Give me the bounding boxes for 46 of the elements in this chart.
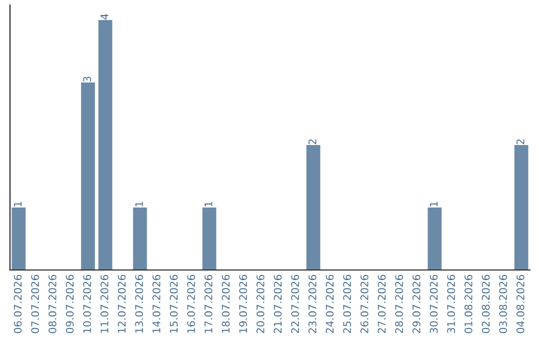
x-tick-label: 13.07.2026 [135, 274, 144, 333]
x-tick-label: 10.07.2026 [83, 274, 92, 333]
x-tick-label: 19.07.2026 [239, 274, 248, 333]
data-label: 1 [204, 202, 212, 206]
bar [133, 208, 147, 270]
x-tick-label: 24.07.2026 [326, 274, 334, 334]
data-label: 2 [516, 139, 524, 144]
x-tick-label: 22.07.2026 [291, 274, 300, 334]
x-tick-label: 12.07.2026 [118, 274, 126, 333]
x-tick-label: 31.07.2026 [447, 274, 456, 334]
data-label: 4 [100, 14, 108, 20]
x-tick-label: 14.07.2026 [152, 274, 160, 333]
data-label: 1 [430, 202, 438, 206]
bar [428, 208, 442, 270]
data-label: 1 [14, 202, 22, 206]
x-tick-label: 21.07.2026 [274, 274, 282, 334]
x-tick-label: 15.07.2026 [170, 274, 178, 333]
x-tick-label: 07.07.2026 [31, 274, 40, 334]
data-label: 2 [308, 139, 316, 144]
x-tick-label: 23.07.2026 [308, 274, 316, 334]
x-tick-label: 29.07.2026 [412, 274, 420, 334]
x-tick-label: 09.07.2026 [66, 274, 74, 334]
x-tick-label: 04.08.2026 [516, 274, 524, 334]
x-tick-label: 06.07.2026 [14, 274, 22, 334]
bar [81, 82, 95, 270]
x-tick-label: 01.08.2026 [464, 274, 472, 334]
x-tick-label: 26.07.2026 [360, 274, 368, 334]
x-tick-label: 16.07.2026 [187, 274, 196, 333]
x-tick-label: 30.07.2026 [430, 274, 438, 334]
x-tick-label: 25.07.2026 [343, 274, 352, 334]
x-tick-label: 02.08.2026 [482, 274, 490, 334]
x-tick-label: 03.08.2026 [499, 274, 508, 334]
x-tick-label: 17.07.2026 [204, 274, 212, 333]
data-label: 1 [135, 202, 143, 206]
x-tick-label: 27.07.2026 [378, 274, 386, 334]
x-tick-label: 28.07.2026 [395, 274, 404, 334]
bar [202, 208, 216, 270]
x-tick-label: 11.07.2026 [100, 274, 108, 333]
bar [514, 145, 528, 270]
x-tick-label: 18.07.2026 [222, 274, 230, 333]
data-label: 3 [83, 76, 92, 82]
bar [306, 145, 320, 270]
bar [12, 208, 26, 270]
bar [98, 20, 112, 270]
x-tick-label: 08.07.2026 [48, 274, 56, 334]
x-tick-label: 20.07.2026 [256, 274, 264, 334]
